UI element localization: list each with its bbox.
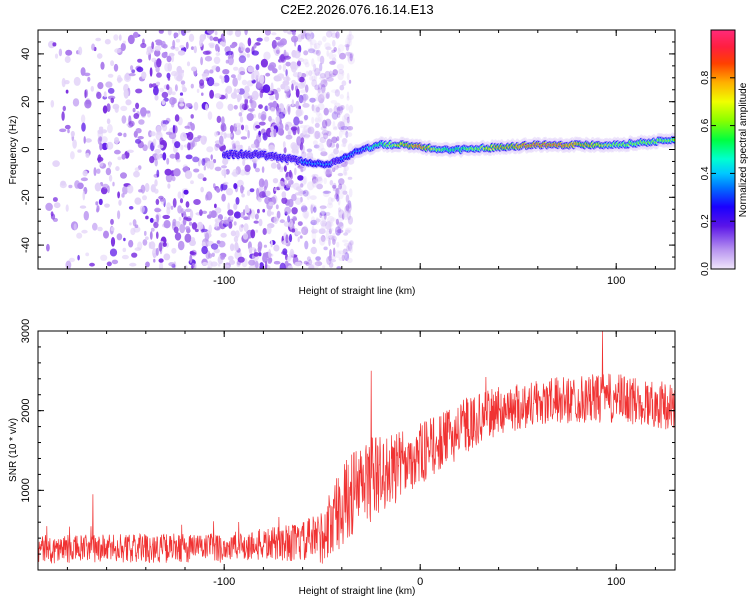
tick-label: 100 (607, 576, 625, 588)
tick-label: 0 (417, 576, 423, 588)
spectrogram-ridge (221, 132, 675, 170)
tick-label: -100 (213, 275, 235, 287)
spectrogram-noise (45, 30, 355, 269)
spectrogram-ticks: -100 100 -40 -20 0 20 40 (20, 29, 675, 287)
colorbar-tick-label: 0.8 (700, 70, 711, 84)
colorbar-label: Normalized spectral amplitude (738, 82, 749, 217)
colorbar-tick-label: 0.2 (700, 214, 711, 228)
colorbar-ticks: 0.0 0.2 0.4 0.6 0.8 (700, 70, 735, 276)
tick-label: 2000 (20, 398, 32, 422)
colorbar-tick-label: 0.6 (700, 118, 711, 132)
tick-label: -20 (20, 189, 32, 205)
snr-ticks: -100 0 100 1000 2000 3000 (20, 319, 675, 588)
colorbar-tick-label: 0.0 (700, 262, 711, 276)
snr-xlabel: Height of straight line (km) (299, 586, 416, 597)
snr-panel: -100 0 100 1000 2000 3000 Height of straight … (8, 319, 676, 597)
snr-series-line (38, 331, 675, 564)
tick-label: 1000 (20, 478, 32, 502)
figure-title: C2E2.2026.076.16.14.E13 (280, 2, 433, 17)
spectrogram-panel: -100 100 -40 -20 0 20 40 Height of straight li… (8, 29, 676, 297)
tick-label: -100 (213, 576, 235, 588)
tick-label: 100 (607, 275, 625, 287)
spectrogram-ylabel: Frequency (Hz) (8, 116, 19, 185)
spectrogram-xlabel: Height of straight line (km) (299, 286, 416, 297)
tick-label: 3000 (20, 319, 32, 343)
snr-frame (37, 330, 676, 571)
colorbar: 0.0 0.2 0.4 0.6 0.8 Normalized spectral ampl… (700, 29, 749, 276)
colorbar-gradient (710, 29, 736, 270)
tick-label: 20 (20, 96, 32, 108)
tick-label: -40 (20, 237, 32, 253)
snr-ylabel: SNR (10 * v/v) (8, 418, 19, 482)
colorbar-tick-label: 0.4 (700, 166, 711, 180)
tick-label: 0 (20, 146, 32, 152)
tick-label: 40 (20, 48, 32, 60)
